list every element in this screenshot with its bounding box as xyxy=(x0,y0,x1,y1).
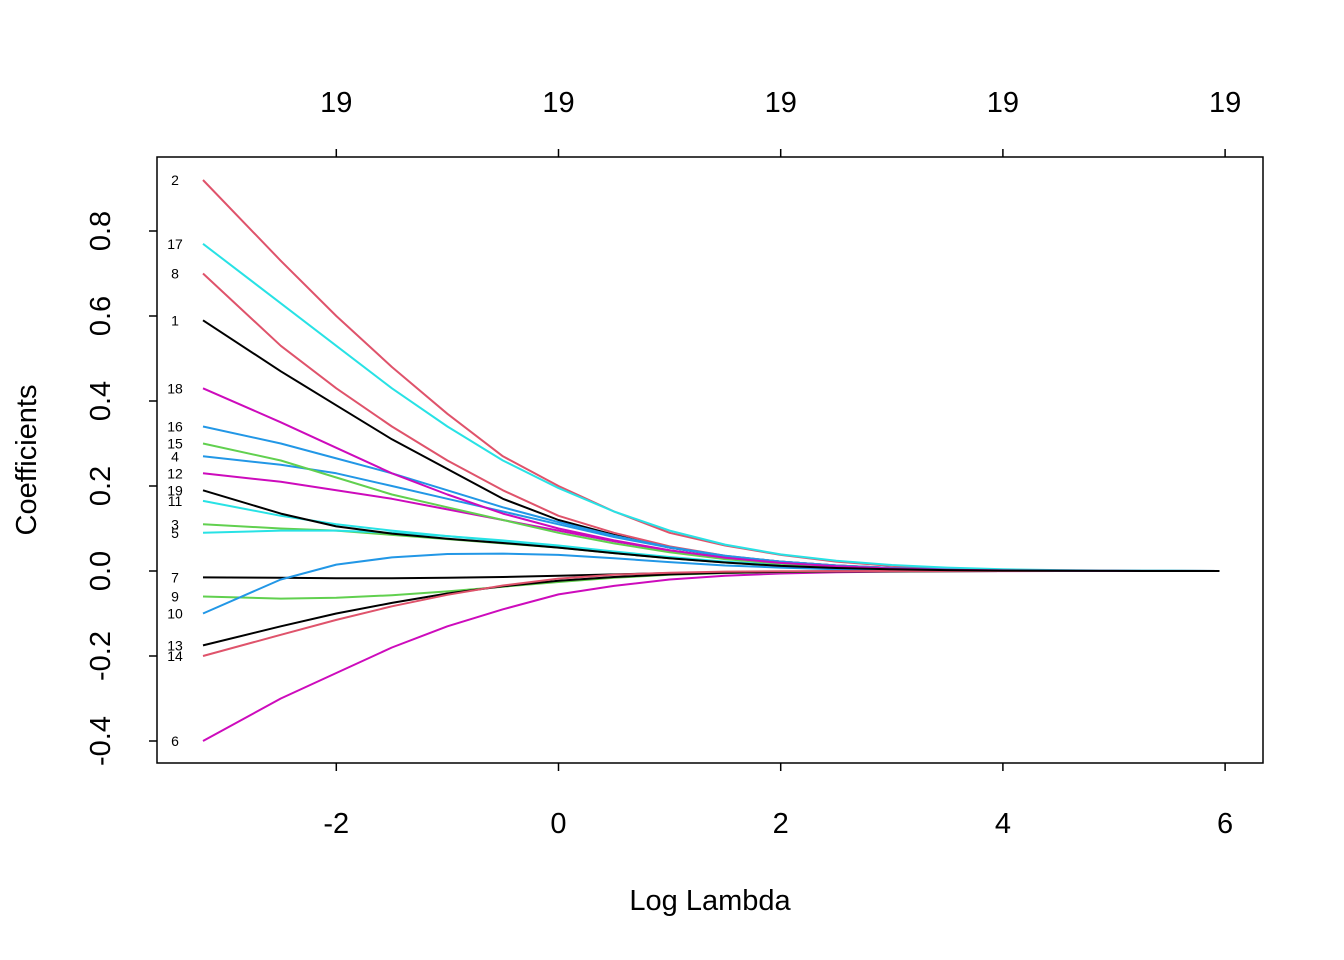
y-tick-label: -0.2 xyxy=(85,631,117,681)
top-tick-label: 19 xyxy=(1209,87,1241,119)
x-tick-label: 6 xyxy=(1217,808,1233,840)
path-label-18: 18 xyxy=(167,380,183,396)
y-axis-title: Coefficients xyxy=(11,385,43,536)
x-tick-label: 2 xyxy=(773,808,789,840)
y-tick-label: 0.6 xyxy=(85,296,117,336)
path-label-11: 11 xyxy=(168,493,183,509)
top-axis: 19 19 19 19 19 xyxy=(320,87,1241,157)
path-label-9: 9 xyxy=(171,589,179,605)
path-label-15: 15 xyxy=(167,436,183,452)
coefficient-paths xyxy=(202,179,1220,742)
path-label-16: 16 xyxy=(167,419,183,435)
path-label-17: 17 xyxy=(167,236,183,252)
path-line-10 xyxy=(202,552,1220,615)
path-label-5: 5 xyxy=(171,525,179,541)
top-tick-label: 19 xyxy=(987,87,1019,119)
path-label-7: 7 xyxy=(171,569,179,585)
path-label-10: 10 xyxy=(167,606,183,622)
plot-frame xyxy=(156,156,1264,764)
y-tick-label: 0.2 xyxy=(85,466,117,506)
y-axis: -0.4 -0.2 0.0 0.2 0.4 0.6 0.8 xyxy=(85,211,157,766)
y-tick-label: 0.0 xyxy=(85,551,117,591)
top-tick-label: 19 xyxy=(320,87,352,119)
path-line-2 xyxy=(202,179,1220,572)
path-line-18 xyxy=(202,387,1220,572)
x-axis-title: Log Lambda xyxy=(629,885,791,917)
y-tick-label: -0.4 xyxy=(85,716,117,766)
path-label-1: 1 xyxy=(171,312,179,328)
path-line-17 xyxy=(202,243,1220,572)
path-label-4: 4 xyxy=(171,448,179,464)
path-line-16 xyxy=(202,425,1220,572)
path-label-6: 6 xyxy=(171,733,179,749)
path-line-13 xyxy=(202,570,1220,647)
path-line-14 xyxy=(202,570,1220,657)
y-tick-label: 0.8 xyxy=(85,211,117,251)
top-tick-label: 19 xyxy=(542,87,574,119)
y-tick-label: 0.4 xyxy=(85,381,117,421)
top-tick-label: 19 xyxy=(765,87,797,119)
path-line-1 xyxy=(202,319,1220,572)
path-label-13: 13 xyxy=(167,637,183,653)
path-line-19 xyxy=(202,489,1220,572)
x-tick-label: 0 xyxy=(550,808,566,840)
x-tick-label: -2 xyxy=(323,808,349,840)
path-label-19: 19 xyxy=(167,482,183,498)
x-axis: -2 0 2 4 6 xyxy=(323,763,1233,840)
path-label-8: 8 xyxy=(171,266,179,282)
path-label-14: 14 xyxy=(167,648,183,664)
x-tick-label: 4 xyxy=(995,808,1011,840)
path-line-9 xyxy=(202,570,1220,600)
path-label-12: 12 xyxy=(167,465,183,481)
path-label-2: 2 xyxy=(171,172,179,188)
path-label-3: 3 xyxy=(171,516,179,532)
